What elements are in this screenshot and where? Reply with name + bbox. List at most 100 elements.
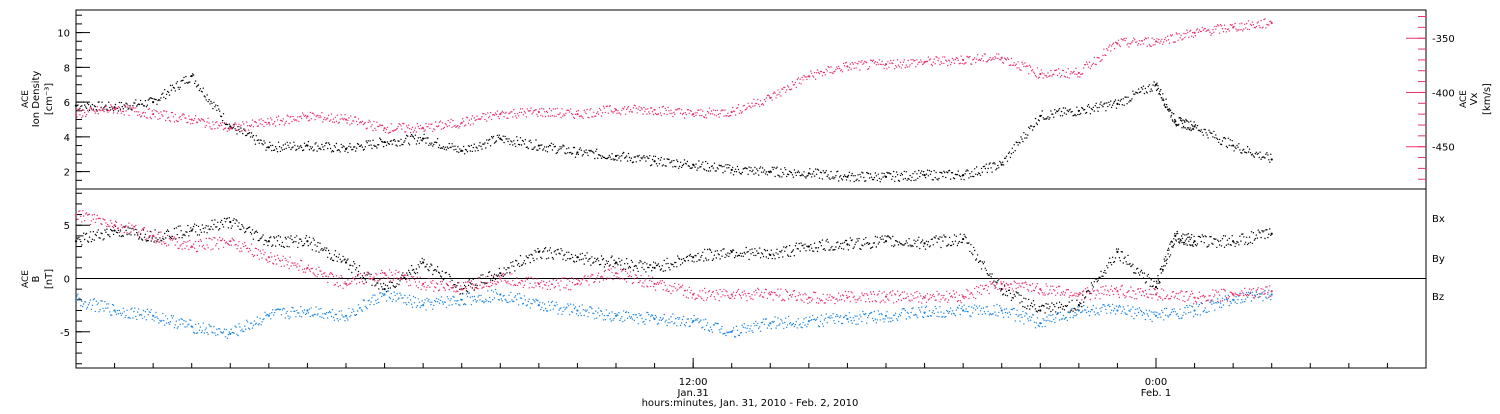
data-point	[536, 258, 537, 259]
data-point	[142, 103, 143, 104]
data-point	[1056, 69, 1057, 70]
data-point	[945, 236, 946, 237]
data-point	[561, 146, 562, 147]
data-point	[1122, 251, 1123, 252]
data-point	[397, 126, 398, 127]
data-point	[771, 97, 772, 98]
data-point	[489, 116, 490, 117]
data-point	[387, 285, 388, 286]
data-point	[98, 113, 99, 114]
data-point	[1181, 235, 1182, 236]
data-point	[1219, 139, 1220, 140]
data-point	[1100, 271, 1101, 272]
data-point	[1028, 127, 1029, 128]
data-point	[1193, 240, 1195, 242]
data-point	[1032, 306, 1033, 307]
data-point	[802, 79, 803, 80]
data-point	[542, 149, 543, 150]
data-point	[571, 254, 572, 255]
data-point	[595, 151, 596, 152]
data-point	[860, 249, 861, 250]
data-point	[558, 114, 559, 115]
data-point	[1090, 113, 1091, 114]
data-point	[1106, 48, 1107, 49]
data-point	[178, 121, 179, 122]
data-point	[888, 67, 889, 68]
data-point	[782, 172, 783, 173]
data-point	[428, 123, 429, 124]
data-point	[584, 150, 585, 151]
data-point	[514, 113, 515, 114]
data-point	[118, 110, 119, 111]
data-point	[188, 235, 189, 236]
data-point	[497, 135, 498, 136]
data-point	[938, 58, 939, 59]
data-point	[741, 112, 742, 113]
data-point	[1020, 136, 1021, 137]
data-point	[1021, 138, 1022, 139]
data-point	[314, 114, 315, 115]
data-point	[1260, 20, 1261, 21]
data-point	[570, 258, 571, 259]
data-point	[261, 143, 262, 144]
data-point	[908, 238, 909, 239]
data-point	[935, 235, 936, 236]
data-point	[949, 237, 950, 238]
data-point	[1150, 91, 1151, 92]
data-point	[134, 102, 135, 103]
data-point	[910, 59, 911, 60]
data-point	[881, 239, 882, 240]
data-point	[578, 257, 579, 258]
data-point	[914, 171, 915, 172]
data-point	[816, 72, 817, 73]
data-point	[570, 152, 571, 153]
data-point	[528, 257, 529, 258]
data-point	[513, 266, 514, 267]
data-point	[1070, 73, 1071, 74]
data-point	[268, 240, 270, 242]
data-point	[741, 173, 742, 174]
data-point	[266, 124, 267, 125]
data-point	[1222, 28, 1223, 29]
data-point	[896, 66, 897, 67]
data-point	[429, 143, 430, 144]
data-point	[872, 61, 873, 62]
data-point	[1153, 81, 1154, 82]
data-point	[271, 119, 272, 120]
data-point	[748, 166, 749, 167]
data-point	[328, 115, 329, 116]
data-point	[1037, 67, 1038, 68]
data-point	[283, 144, 284, 145]
b-axis-label-line3: [nT]	[44, 269, 55, 289]
data-point	[441, 276, 442, 277]
data-point	[1119, 257, 1120, 258]
data-point	[183, 77, 184, 78]
data-point	[958, 243, 959, 244]
data-point	[310, 112, 311, 113]
data-point	[454, 284, 455, 285]
data-point	[746, 107, 747, 108]
data-point	[574, 147, 575, 148]
data-point	[494, 274, 495, 275]
data-point	[537, 116, 538, 117]
data-point	[179, 117, 180, 118]
data-point	[628, 267, 629, 268]
data-point	[416, 143, 417, 144]
data-point	[468, 123, 469, 124]
data-point	[182, 80, 183, 81]
data-point	[1173, 238, 1174, 239]
data-point	[856, 179, 857, 180]
data-point	[641, 108, 642, 109]
data-point	[628, 153, 629, 154]
data-point	[585, 258, 586, 259]
data-point	[984, 261, 985, 262]
data-point	[1236, 145, 1237, 146]
data-point	[928, 175, 929, 176]
data-point	[904, 171, 905, 172]
data-point	[552, 149, 553, 150]
data-point	[835, 175, 836, 176]
data-point	[1010, 293, 1011, 294]
data-point	[1152, 44, 1153, 45]
data-point	[121, 236, 122, 237]
data-point	[474, 117, 475, 118]
